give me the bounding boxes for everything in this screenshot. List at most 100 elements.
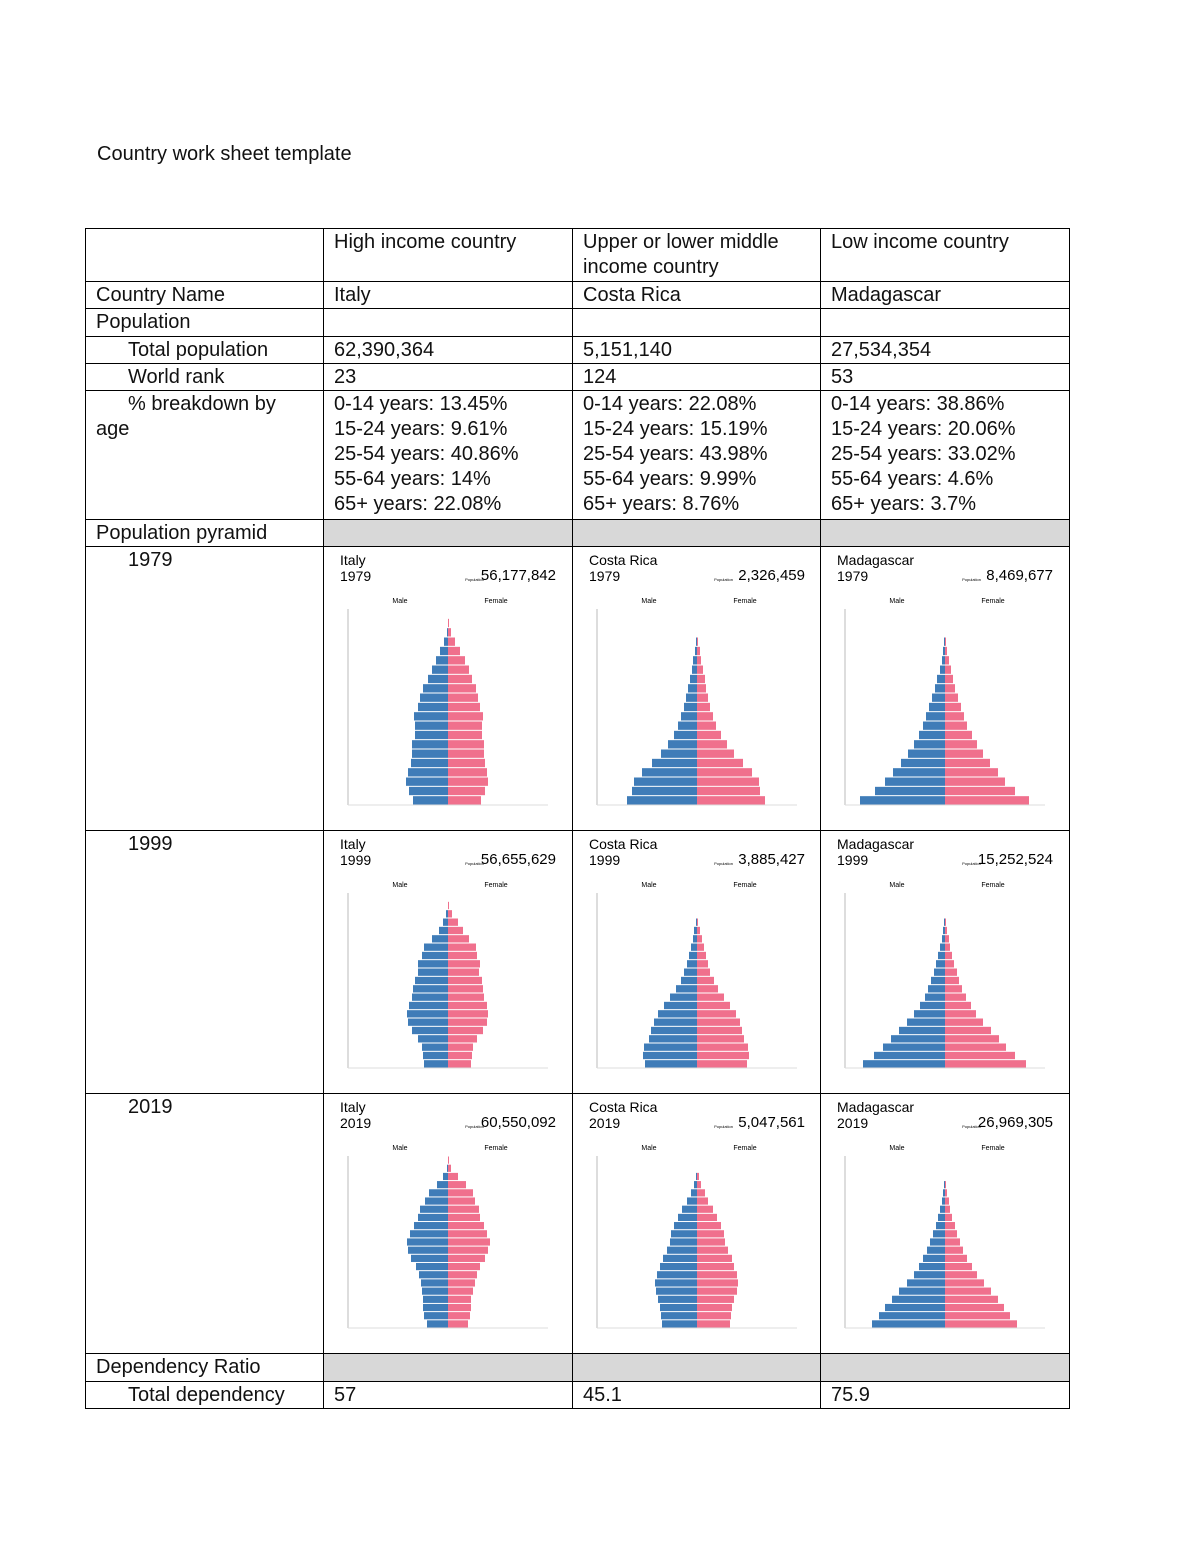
male-bar	[942, 935, 945, 943]
female-bar	[448, 910, 452, 918]
population-label: Population	[962, 861, 981, 866]
cell: 0-14 years: 22.08% 15-24 years: 15.19% 25-…	[572, 390, 821, 520]
row-label: 2019	[85, 1093, 324, 1354]
female-bar	[945, 960, 954, 968]
female-bar	[945, 918, 946, 926]
female-bar	[945, 1222, 955, 1230]
male-bar	[408, 768, 448, 777]
male-label: Male	[889, 1145, 904, 1152]
female-bar	[448, 749, 484, 758]
female-bar	[945, 926, 947, 935]
female-bar	[448, 721, 482, 730]
male-bar	[914, 1271, 945, 1279]
section-label: Population	[85, 308, 324, 337]
male-bar	[661, 749, 697, 758]
female-label: Female	[981, 882, 1004, 889]
pyramid-population: 56,655,629	[481, 851, 556, 868]
male-bar	[942, 656, 945, 665]
female-bar	[945, 951, 952, 960]
female-bar	[448, 1156, 449, 1164]
pyramid-country: Italy	[340, 1099, 366, 1115]
male-bar	[687, 1197, 697, 1205]
female-bar	[697, 1254, 732, 1262]
male-bar	[933, 1230, 945, 1238]
pyramid-population: 15,252,524	[978, 851, 1053, 868]
female-bar	[448, 951, 477, 960]
male-bar	[411, 1254, 448, 1262]
female-bar	[697, 926, 700, 935]
female-bar	[448, 1230, 487, 1238]
female-bar	[448, 926, 463, 935]
male-bar	[415, 976, 448, 985]
age-line: 15-24 years: 9.61%	[334, 418, 508, 440]
female-bar	[448, 693, 478, 702]
row: Country Name Italy Costa Rica Madagascar	[85, 281, 1070, 309]
male-bar	[655, 1279, 697, 1287]
female-bar	[448, 758, 485, 768]
male-bar	[693, 656, 697, 665]
female-bar	[448, 1312, 470, 1320]
row: World rank 23 124 53	[85, 363, 1070, 391]
row: Population pyramid	[85, 519, 1070, 547]
male-bar	[406, 777, 448, 786]
male-bar	[643, 1051, 697, 1060]
male-bar	[632, 786, 697, 796]
male-bar	[412, 740, 448, 749]
female-bar	[945, 758, 990, 768]
female-bar	[945, 943, 950, 951]
male-bar	[657, 1271, 697, 1279]
female-bar	[448, 1060, 471, 1068]
female-bar	[448, 1254, 485, 1262]
pyramid-population: 60,550,092	[481, 1114, 556, 1131]
female-bar	[697, 1197, 708, 1205]
male-bar	[412, 749, 448, 758]
male-bar	[883, 1043, 945, 1051]
male-bar	[695, 646, 697, 656]
female-bar	[945, 1295, 998, 1303]
cell: 23	[323, 363, 573, 391]
age-line: 25-54 years: 33.02%	[831, 443, 1016, 465]
pyramid-cell: Madagascar 2019 Population 26,969,305 Male Fe…	[820, 1093, 1070, 1354]
female-bar	[448, 918, 458, 926]
male-bar	[652, 758, 697, 768]
pyramid-country: Italy	[340, 836, 366, 852]
male-bar	[942, 1197, 945, 1205]
female-bar	[945, 1205, 950, 1213]
row-label: Country Name	[85, 281, 324, 309]
male-bar	[943, 926, 945, 935]
female-bar	[945, 1026, 991, 1035]
pyramid-year: 2019	[837, 1115, 868, 1131]
female-label: Female	[733, 598, 756, 605]
female-bar	[448, 618, 449, 628]
female-bar	[697, 1213, 717, 1222]
pyramid-population: 5,047,561	[738, 1114, 805, 1131]
row-label: % breakdown by age	[85, 390, 324, 520]
female-label: Female	[733, 882, 756, 889]
pyramid-country: Madagascar	[837, 836, 914, 852]
male-bar	[660, 1262, 697, 1271]
female-bar	[448, 1018, 487, 1026]
female-bar	[448, 1197, 475, 1205]
population-label: Population	[714, 577, 733, 582]
male-bar	[940, 1205, 945, 1213]
male-bar	[446, 910, 448, 918]
male-bar	[411, 758, 448, 768]
male-bar	[914, 740, 945, 749]
male-bar	[688, 684, 697, 693]
male-bar	[418, 960, 448, 968]
cell: Costa Rica	[572, 281, 821, 309]
male-label: Male	[641, 1145, 656, 1152]
female-bar	[697, 1060, 747, 1068]
female-bar	[945, 1287, 991, 1295]
male-bar	[654, 1018, 697, 1026]
cell: 53	[820, 363, 1070, 391]
male-bar	[407, 1010, 448, 1018]
female-bar	[448, 993, 484, 1001]
female-bar	[945, 721, 967, 730]
female-bar	[697, 968, 710, 976]
female-bar	[448, 968, 479, 976]
male-bar	[928, 985, 945, 993]
male-bar	[927, 1246, 945, 1254]
